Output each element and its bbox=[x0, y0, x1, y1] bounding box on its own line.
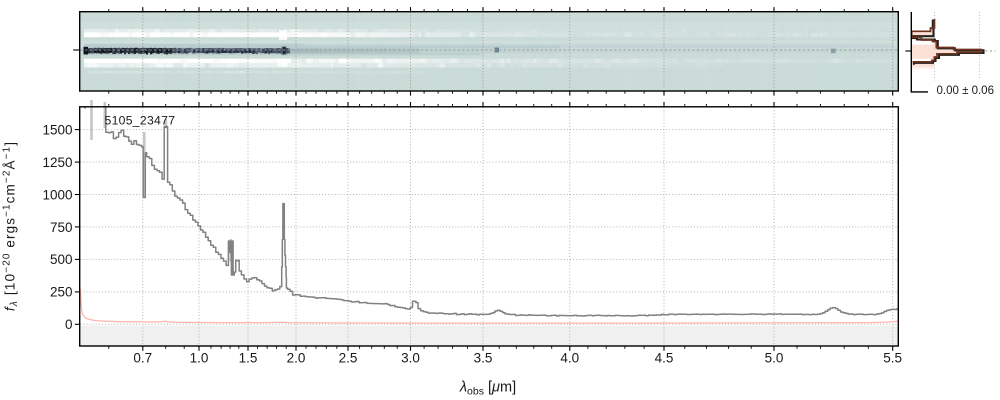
svg-text:1250: 1250 bbox=[42, 155, 72, 170]
svg-text:2.5: 2.5 bbox=[339, 351, 358, 366]
svg-text:0.7: 0.7 bbox=[133, 351, 152, 366]
svg-text:500: 500 bbox=[50, 252, 73, 267]
svg-text:λobs [μm]: λobs [μm] bbox=[459, 380, 516, 398]
svg-text:1.5: 1.5 bbox=[239, 351, 258, 366]
svg-text:0: 0 bbox=[65, 317, 73, 332]
svg-text:fλ [10−20 ergs−1cm−2Å−1]: fλ [10−20 ergs−1cm−2Å−1] bbox=[2, 141, 21, 311]
svg-text:5105_23477: 5105_23477 bbox=[105, 114, 176, 128]
svg-text:4.0: 4.0 bbox=[560, 351, 579, 366]
svg-text:4.5: 4.5 bbox=[655, 351, 674, 366]
svg-text:3.5: 3.5 bbox=[474, 351, 493, 366]
svg-text:5.0: 5.0 bbox=[765, 351, 784, 366]
svg-text:0.00 ± 0.06: 0.00 ± 0.06 bbox=[937, 85, 994, 97]
svg-text:250: 250 bbox=[50, 285, 73, 300]
svg-text:5.5: 5.5 bbox=[883, 351, 902, 366]
svg-text:1500: 1500 bbox=[42, 122, 72, 137]
svg-text:1000: 1000 bbox=[42, 187, 72, 202]
svg-text:3.0: 3.0 bbox=[401, 351, 420, 366]
svg-text:2.0: 2.0 bbox=[287, 351, 306, 366]
svg-text:750: 750 bbox=[50, 220, 73, 235]
svg-text:1.0: 1.0 bbox=[190, 351, 209, 366]
